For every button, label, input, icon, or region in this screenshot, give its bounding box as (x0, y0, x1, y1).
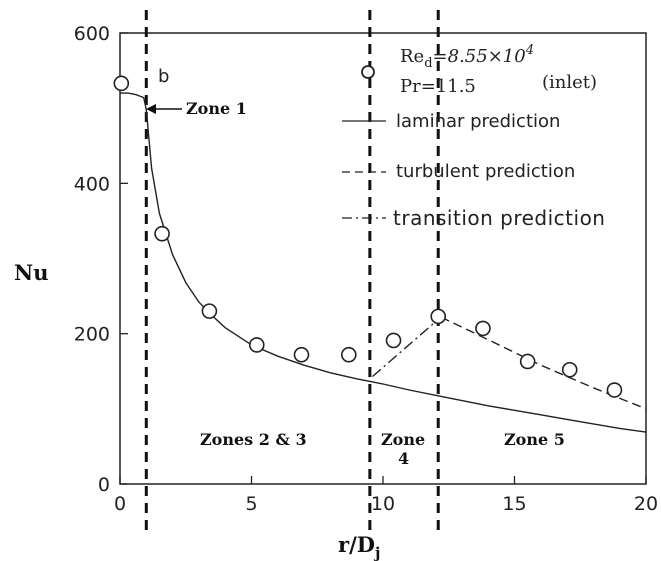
legend-inlet: (inlet) (542, 72, 597, 93)
experimental-points (113, 75, 623, 398)
zones23-label: Zones 2 & 3 (200, 430, 307, 449)
x-axis-ticks: 0 5 10 15 20 (114, 476, 658, 515)
experimental-point (201, 303, 218, 319)
series-lines (120, 92, 647, 433)
x-tick-label: 5 (245, 493, 257, 515)
y-axis-title: Nu (14, 260, 48, 285)
zone5-label: Zone 5 (504, 430, 565, 449)
legend-turbulent-label: turbulent prediction (396, 161, 575, 182)
transition-prediction-line (372, 316, 442, 378)
x-axis-title-main: r/D (338, 532, 375, 557)
b-label: b (158, 66, 169, 87)
legend-re-exp: 4 (525, 43, 534, 58)
legend-re-sub: d (424, 56, 432, 71)
x-axis-title-sub: j (373, 544, 380, 561)
legend-re: Red=8.55×104 (400, 43, 534, 71)
legend-pr: Pr=11.5 (400, 76, 476, 97)
y-tick-label: 400 (74, 173, 110, 195)
experimental-point (293, 346, 310, 363)
y-axis-ticks: 0 200 400 600 (74, 23, 128, 496)
experimental-point (154, 225, 170, 242)
x-tick-label: 0 (114, 493, 126, 515)
laminar-prediction-line (120, 92, 647, 433)
legend-transition-label: transition prediction (393, 206, 605, 230)
y-tick-label: 600 (74, 23, 110, 45)
zone4-label-line1: Zone (381, 430, 425, 449)
x-axis-title: r/Dj (338, 532, 380, 561)
x-tick-label: 15 (502, 493, 526, 515)
legend-laminar-label: laminar prediction (396, 111, 560, 132)
zone1-arrow-head (146, 104, 156, 114)
experimental-point (519, 353, 536, 370)
experimental-point (248, 337, 265, 353)
y-tick-label: 200 (74, 324, 110, 346)
x-tick-label: 20 (634, 493, 658, 515)
experimental-point (430, 308, 447, 325)
zone1-label: Zone 1 (186, 99, 247, 118)
x-tick-label: 10 (371, 493, 395, 515)
experimental-point (341, 346, 357, 363)
legend-re-main: Re (400, 46, 424, 67)
experimental-point (561, 361, 578, 378)
experimental-point (606, 382, 623, 398)
experimental-point (385, 332, 402, 349)
legend-circle-marker (361, 65, 375, 79)
y-tick-label: 0 (98, 474, 110, 496)
zone-dividers (144, 10, 440, 530)
experimental-point (113, 75, 130, 92)
experimental-point (475, 320, 491, 337)
legend-re-value: =8.55×10 (433, 46, 526, 67)
zone4-label-line2: 4 (398, 449, 409, 468)
